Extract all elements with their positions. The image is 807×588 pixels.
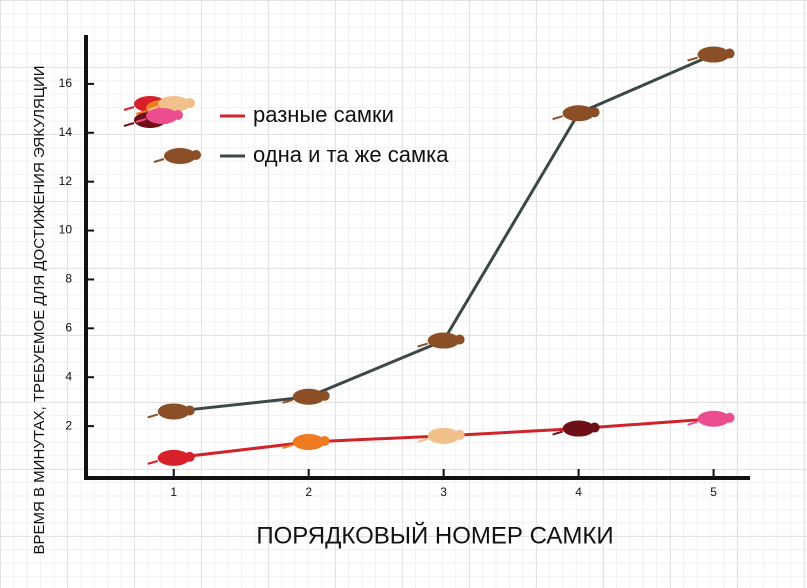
rat-tail [135, 118, 147, 123]
data-point [417, 427, 465, 444]
rat-tail [552, 430, 563, 436]
y-tick-label: 10 [59, 223, 73, 237]
data-point [687, 410, 735, 427]
rat-body [146, 108, 178, 124]
rat-head [724, 412, 735, 423]
rat-tail [417, 437, 428, 443]
data-point [282, 388, 330, 405]
rat-body [562, 105, 595, 122]
y-tick-label: 8 [65, 272, 72, 286]
x-tick-label: 5 [710, 485, 717, 499]
rat-tail [552, 115, 563, 121]
rat-body [164, 148, 196, 164]
y-tick-label: 2 [65, 418, 72, 432]
rat-head [184, 451, 195, 462]
rat-head [454, 334, 465, 345]
rat-tail [123, 106, 135, 111]
y-axis-label: ВРЕМЯ В МИНУТАХ, ТРЕБУЕМОЕ ДЛЯ ДОСТИЖЕНИ… [31, 65, 48, 554]
rat-body [158, 96, 190, 112]
rat-body [427, 332, 460, 349]
rat-body [292, 388, 325, 405]
legend-icon [153, 148, 201, 164]
rat-tail [282, 398, 293, 404]
x-axis-label: ПОРЯДКОВЫЙ НОМЕР САМКИ [256, 521, 613, 549]
legend-icon [135, 108, 183, 124]
data-point [687, 46, 735, 63]
y-tick-label: 6 [65, 321, 72, 335]
rat-body [697, 410, 730, 427]
rat-tail [417, 342, 428, 348]
rat-body [562, 420, 595, 437]
y-tick-label: 16 [59, 76, 73, 90]
data-point [552, 420, 600, 437]
x-tick-label: 1 [170, 485, 177, 499]
rat-head [724, 48, 735, 59]
rat-body [157, 449, 190, 466]
x-tick-label: 2 [305, 485, 312, 499]
rat-body [427, 427, 460, 444]
legend-icon [147, 96, 195, 112]
x-tick-label: 3 [440, 485, 447, 499]
rat-body [292, 434, 325, 450]
rat-head [589, 422, 600, 433]
rat-tail [147, 106, 159, 111]
data-point [147, 403, 195, 420]
rat-tail [147, 413, 159, 419]
data-point [282, 434, 330, 450]
rat-head [319, 390, 330, 401]
rat-head [454, 429, 465, 440]
x-tick-label: 4 [575, 485, 582, 499]
rat-head [185, 98, 195, 108]
data-point [417, 332, 465, 349]
y-tick-label: 12 [59, 174, 73, 188]
data-point [147, 449, 195, 466]
rat-head [191, 150, 201, 160]
data-point [552, 105, 600, 122]
y-tick-label: 4 [65, 369, 72, 383]
rat-head [184, 405, 195, 416]
rat-tail [123, 122, 135, 127]
rat-tail [153, 158, 165, 163]
rat-body [697, 46, 730, 63]
rat-head [173, 110, 183, 120]
rat-tail [282, 444, 293, 449]
y-tick-label: 14 [59, 125, 73, 139]
rat-tail [687, 420, 698, 426]
rat-tail [687, 56, 698, 62]
rat-body [157, 403, 190, 420]
legend-label: одна и та же самка [253, 142, 449, 167]
rat-tail [135, 110, 147, 115]
rat-head [319, 436, 330, 446]
rat-head [589, 107, 600, 118]
legend-label: разные самки [253, 102, 394, 127]
rat-tail [147, 459, 159, 465]
